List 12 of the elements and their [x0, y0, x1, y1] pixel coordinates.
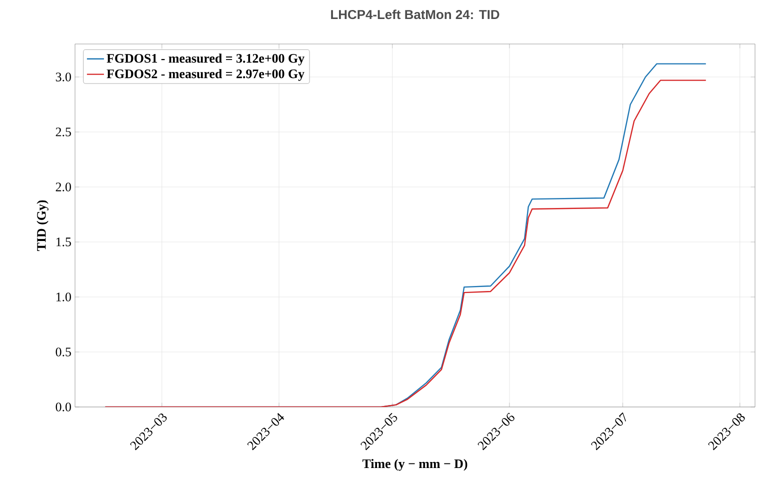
x-axis-title: Time (y − mm − D) [362, 459, 468, 471]
y-tick-label: 0.5 [56, 348, 71, 356]
y-tick-label: 2.0 [56, 182, 71, 192]
y-tick-label: 2.5 [56, 128, 71, 136]
legend-label: FGDOS1 - measured = 3.12e+00 Gy [106, 54, 304, 66]
y-axis-title: TID (Gy) [36, 200, 48, 252]
y-tick-label: 1.5 [56, 238, 71, 246]
y-tick-label: 1.0 [56, 292, 71, 302]
chart-title: LHCP4-Left BatMon 24: TID [331, 10, 500, 20]
y-tick-label: 3.0 [56, 72, 71, 82]
y-tick-label: 0.0 [56, 402, 71, 412]
legend-label: FGDOS2 - measured = 2.97e+00 Gy [106, 69, 304, 81]
